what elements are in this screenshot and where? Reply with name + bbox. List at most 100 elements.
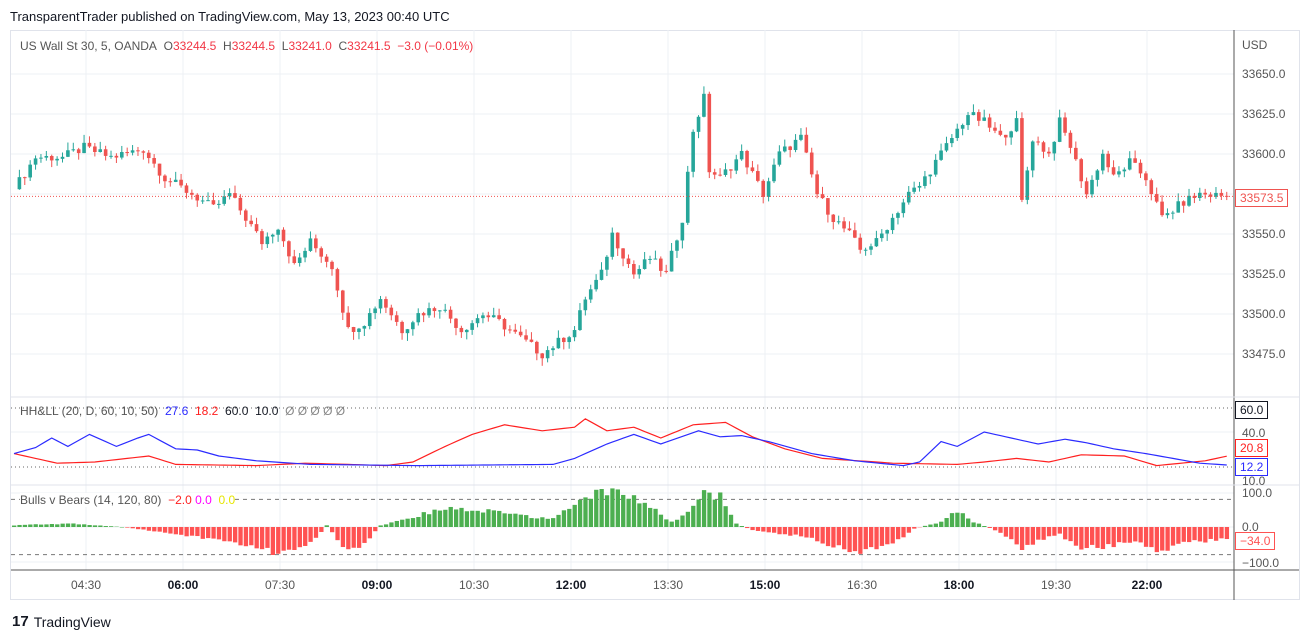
tradingview-logo[interactable]: 17 TradingView	[12, 613, 111, 630]
candle-body	[416, 313, 421, 323]
candle-body	[330, 261, 334, 270]
candle-body	[540, 353, 545, 359]
candle-body	[853, 230, 857, 238]
bvb-bar	[98, 525, 103, 527]
candle-body	[815, 174, 819, 195]
time-label: 13:30	[652, 578, 684, 592]
candle-body	[1176, 201, 1181, 213]
bvb-bar	[1165, 527, 1170, 551]
candle-body	[1036, 141, 1040, 143]
bvb-bar	[691, 505, 696, 527]
candle-body	[561, 337, 566, 343]
candle-body	[1068, 132, 1073, 148]
bvb-legend[interactable]: Bulls v Bears (14, 120, 80) −2.0 0.0 0.0	[20, 493, 236, 507]
bvb-bar	[631, 495, 637, 527]
candle-body	[1165, 213, 1170, 216]
chart-frame[interactable]	[10, 30, 1300, 600]
bvb-bar	[874, 527, 879, 550]
candle-body	[551, 348, 555, 351]
candle-body	[858, 237, 863, 250]
bvb-bar	[1197, 527, 1203, 542]
bvb-bar	[17, 524, 22, 527]
bvb-bar	[44, 524, 49, 527]
bvb-bar	[966, 518, 971, 527]
bvb-bar	[707, 492, 712, 527]
candle-body	[206, 200, 210, 202]
bvb-bar	[475, 510, 480, 527]
bvb-bar	[621, 494, 626, 527]
bvb-bar	[1106, 527, 1111, 545]
candle-body	[896, 213, 900, 218]
candle-body	[1079, 159, 1084, 182]
candle-body	[691, 131, 695, 172]
candle-body	[152, 158, 156, 164]
bvb-bar	[206, 527, 211, 539]
candle-body	[254, 224, 259, 232]
candle-body	[1133, 158, 1137, 163]
bvb-bar	[453, 509, 459, 527]
time-label: 07:30	[264, 578, 296, 592]
candle-body	[594, 279, 598, 290]
bvb-bar	[728, 514, 734, 527]
candle-body	[696, 116, 701, 132]
bvb-bar	[432, 509, 437, 527]
candle-body	[71, 149, 76, 151]
bvb-bar	[421, 512, 426, 527]
hhll-legend[interactable]: HH&LL (20, D, 60, 10, 50) 27.6 18.2 60.0…	[20, 404, 346, 418]
candle-body	[394, 315, 399, 322]
candle-body	[217, 203, 221, 205]
candle-body	[1198, 192, 1202, 198]
bvb-bar	[551, 518, 556, 527]
candle-body	[270, 234, 275, 237]
bvb-bar	[189, 527, 195, 536]
candle-body	[292, 256, 297, 264]
bvb-bar	[836, 527, 841, 546]
candle-body	[443, 309, 447, 311]
bvb-bar	[734, 523, 739, 527]
bvb-bar	[340, 527, 346, 548]
bvb-bar	[319, 527, 324, 532]
candle-body	[680, 222, 685, 241]
time-label: 19:30	[1040, 578, 1072, 592]
bvb-bar	[852, 527, 858, 552]
bvb-bar	[1046, 527, 1052, 537]
bvb-bar	[1181, 527, 1186, 542]
time-label: 12:00	[555, 578, 587, 592]
bvb-bar	[335, 527, 340, 541]
bvb-bar	[286, 527, 292, 550]
candle-body	[1106, 153, 1110, 168]
bvb-bar	[664, 519, 669, 527]
time-label: 09:00	[361, 578, 393, 592]
bvb-bar	[701, 490, 707, 527]
bvb-bar	[1192, 527, 1197, 541]
candle-body	[346, 312, 350, 328]
bvb-bar	[1009, 527, 1014, 540]
bvb-bar	[270, 527, 276, 555]
bvb-bar	[599, 489, 604, 527]
bvb-bar	[211, 527, 216, 539]
bvb-bar	[1224, 527, 1230, 540]
bvb-bar	[653, 508, 658, 527]
bvb-bar	[227, 527, 232, 542]
symbol-name[interactable]: US Wall St 30, 5, OANDA	[20, 39, 157, 53]
candle-body	[712, 172, 717, 175]
bvb-bar	[842, 527, 847, 550]
bvb-bar	[1208, 527, 1213, 539]
candle-body	[788, 146, 792, 151]
candle-body	[314, 238, 318, 249]
candle-body	[93, 146, 97, 152]
bvb-bar	[92, 525, 98, 527]
bvb-bar	[378, 525, 383, 527]
bvb-bar	[243, 527, 249, 547]
time-label: 16:30	[846, 578, 878, 592]
bvb-bar	[119, 527, 125, 528]
candle-body	[529, 339, 534, 342]
bvb-bar	[982, 526, 987, 527]
candle-body	[227, 193, 232, 197]
candle-body	[454, 318, 458, 328]
bvb-bar	[141, 527, 146, 530]
candle-body	[987, 117, 992, 128]
bvb-bar	[297, 527, 302, 548]
candle-body	[98, 149, 103, 152]
